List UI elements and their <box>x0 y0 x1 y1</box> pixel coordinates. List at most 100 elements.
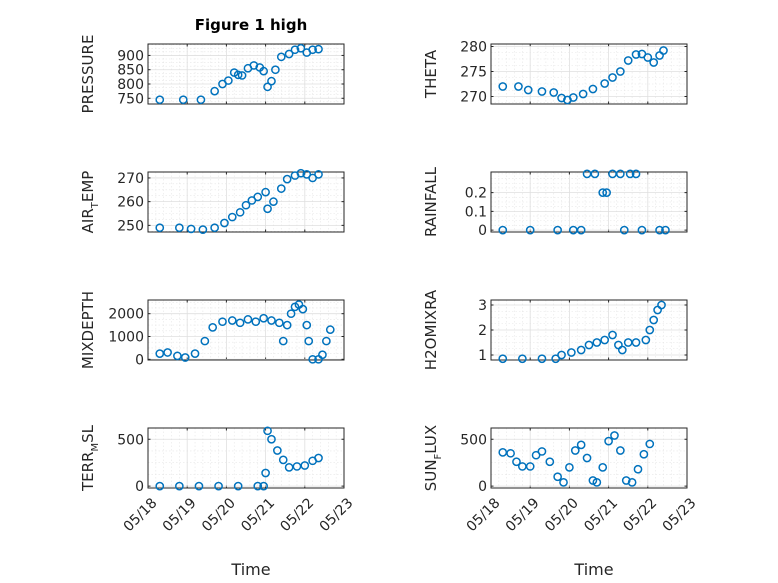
data-point <box>263 82 272 92</box>
axes-frame <box>490 171 688 233</box>
data-point <box>235 318 245 328</box>
data-point <box>498 225 508 235</box>
data-point <box>553 472 562 482</box>
data-point <box>592 478 602 487</box>
data-point <box>210 86 219 96</box>
y-axis-label-subscript: M <box>90 443 101 452</box>
y-tick-label: 500 <box>460 432 487 448</box>
data-point <box>261 187 270 197</box>
data-point <box>194 481 204 491</box>
x-tick-label: 05/22 <box>277 495 317 535</box>
data-point <box>631 338 641 347</box>
data-point <box>600 79 610 88</box>
data-point <box>568 93 578 102</box>
data-point <box>641 335 651 345</box>
data-point <box>325 325 335 335</box>
data-point <box>175 223 184 233</box>
y-axis-label-main: RAINFALL <box>422 166 440 237</box>
data-point <box>276 184 286 193</box>
data-point <box>631 169 641 179</box>
data-point <box>559 478 568 487</box>
data-point <box>271 65 280 75</box>
y-tick-label: 2000 <box>108 307 144 323</box>
data-point <box>576 440 586 450</box>
data-point <box>227 212 237 222</box>
y-tick-label: 2 <box>478 323 487 339</box>
y-axis-label: AIRTEMP <box>79 171 101 234</box>
y-tick-label: 280 <box>460 40 487 56</box>
data-point <box>274 318 284 328</box>
data-point <box>178 95 188 105</box>
data-point <box>198 225 208 234</box>
data-point <box>616 169 625 179</box>
x-tick-label: 05/21 <box>238 495 278 535</box>
data-point <box>567 348 576 357</box>
data-point <box>298 304 308 314</box>
data-point <box>155 349 165 358</box>
data-point <box>318 350 327 360</box>
data-point <box>253 481 263 491</box>
axes-frame <box>147 299 345 361</box>
data-point <box>645 439 655 449</box>
data-point <box>267 316 276 325</box>
data-point <box>616 446 625 455</box>
x-tick-label: 05/22 <box>620 495 660 535</box>
data-point <box>296 168 306 178</box>
data-point <box>208 323 218 332</box>
data-point <box>233 481 243 491</box>
y-axis-label: H2OMIXRA <box>422 289 440 370</box>
y-axis-label-main: SUN <box>422 459 440 491</box>
y-tick-label: 275 <box>460 65 487 81</box>
data-point <box>557 350 566 360</box>
x-tick-label: 05/19 <box>503 495 543 535</box>
data-point <box>282 174 292 184</box>
x-tick-label: 05/18 <box>121 495 161 535</box>
data-point <box>659 46 668 55</box>
subplot-sun_flux: 0 500 SUNFLUX 05/18 05/19 05/20 05/21 05/22 05/2… <box>422 425 699 535</box>
data-point <box>155 95 165 105</box>
data-point <box>278 336 288 346</box>
data-point <box>218 317 227 327</box>
data-point <box>190 349 200 358</box>
data-point <box>608 330 617 340</box>
data-point <box>241 200 251 210</box>
data-point <box>237 71 247 80</box>
data-point <box>175 481 184 491</box>
y-tick-label: 800 <box>117 77 144 93</box>
data-point <box>610 431 619 440</box>
x-axis-label-left: Time <box>230 560 270 579</box>
data-point <box>645 325 655 335</box>
y-tick-label: 0 <box>478 479 487 495</box>
y-axis-label-main: H2OMIXRA <box>422 289 440 370</box>
data-point <box>570 446 580 455</box>
data-point <box>259 313 268 323</box>
data-point <box>537 87 547 96</box>
y-axis-label-main: AIR <box>79 208 97 233</box>
subplot-theta: 270 275 280 THETA <box>422 40 688 106</box>
data-point <box>286 309 296 319</box>
chart-title: Figure 1 high <box>195 16 308 34</box>
subplot-air_temp: 250 260 270 AIRTEMP <box>79 168 345 234</box>
x-axis-label-right: Time <box>573 560 613 579</box>
axes-frame <box>147 171 345 233</box>
data-point <box>623 56 633 65</box>
data-point <box>625 169 635 179</box>
data-point <box>498 82 508 91</box>
data-point <box>631 50 641 59</box>
y-tick-label: 250 <box>117 218 144 234</box>
axes-frame <box>490 43 688 105</box>
x-tick-label: 05/23 <box>317 495 357 535</box>
data-point <box>619 225 629 235</box>
y-axis-label: SUNFLUX <box>422 425 444 491</box>
data-point <box>282 320 292 330</box>
data-point <box>576 345 586 355</box>
y-tick-label: 850 <box>117 63 144 79</box>
y-axis-label-main: THETA <box>422 49 440 99</box>
data-point <box>649 58 659 67</box>
data-point <box>639 449 649 459</box>
data-point <box>549 88 559 97</box>
data-point <box>235 207 245 217</box>
data-point <box>200 336 210 346</box>
x-tick-label: 05/20 <box>199 495 239 535</box>
